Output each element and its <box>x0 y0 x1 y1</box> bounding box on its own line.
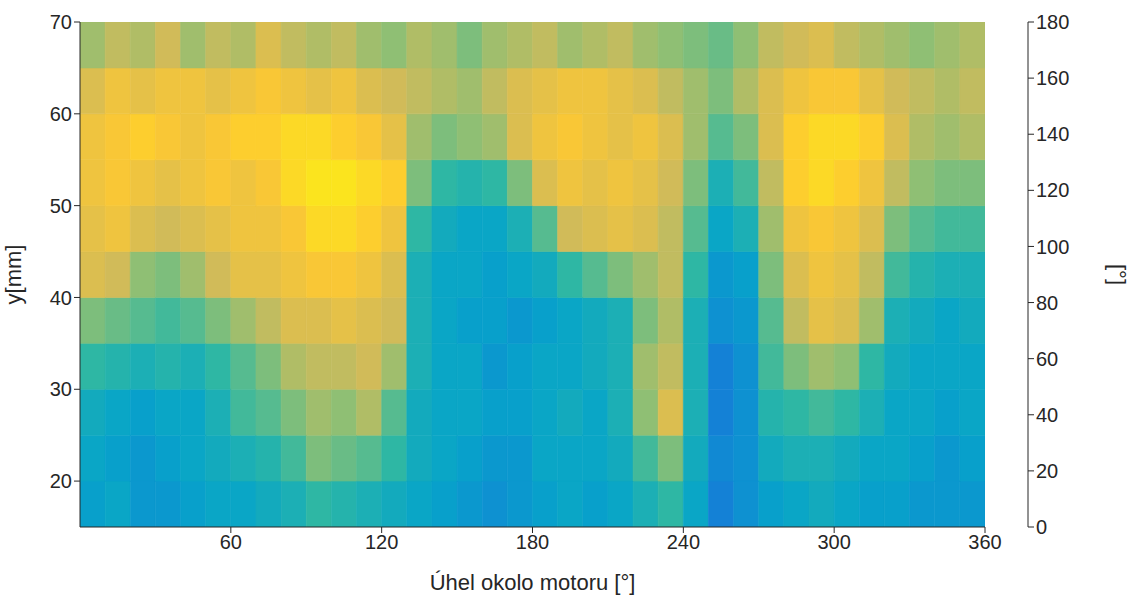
svg-text:180: 180 <box>1036 11 1069 33</box>
svg-text:30: 30 <box>50 378 72 400</box>
svg-text:100: 100 <box>1036 236 1069 258</box>
svg-text:140: 140 <box>1036 123 1069 145</box>
svg-text:20: 20 <box>50 470 72 492</box>
svg-text:60: 60 <box>220 531 242 553</box>
svg-text:20: 20 <box>1036 460 1058 482</box>
svg-text:70: 70 <box>50 11 72 33</box>
svg-text:40: 40 <box>50 287 72 309</box>
svg-text:Úhel okolo motoru [°]: Úhel okolo motoru [°] <box>430 570 636 595</box>
svg-text:[°]: [°] <box>1105 264 1130 285</box>
svg-text:180: 180 <box>516 531 549 553</box>
svg-text:120: 120 <box>365 531 398 553</box>
svg-text:80: 80 <box>1036 292 1058 314</box>
svg-text:360: 360 <box>968 531 1001 553</box>
svg-text:240: 240 <box>667 531 700 553</box>
svg-text:300: 300 <box>817 531 850 553</box>
svg-text:60: 60 <box>50 103 72 125</box>
svg-text:40: 40 <box>1036 404 1058 426</box>
svg-text:0: 0 <box>1036 516 1047 538</box>
svg-text:50: 50 <box>50 195 72 217</box>
svg-text:160: 160 <box>1036 67 1069 89</box>
svg-text:60: 60 <box>1036 348 1058 370</box>
svg-text:120: 120 <box>1036 179 1069 201</box>
svg-text:y[mm]: y[mm] <box>1 245 26 305</box>
